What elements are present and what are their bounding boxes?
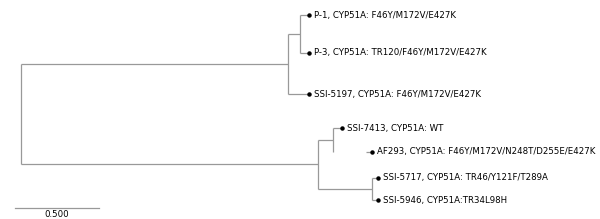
Text: 0.500: 0.500 [44, 210, 70, 219]
Text: SSI-5946, CYP51A:TR34L98H: SSI-5946, CYP51A:TR34L98H [383, 196, 507, 205]
Text: P-1, CYP51A: F46Y/M172V/E427K: P-1, CYP51A: F46Y/M172V/E427K [314, 11, 456, 20]
Text: AF293, CYP51A: F46Y/M172V/N248T/D255E/E427K: AF293, CYP51A: F46Y/M172V/N248T/D255E/E4… [377, 147, 595, 156]
Text: SSI-7413, CYP51A: WT: SSI-7413, CYP51A: WT [347, 124, 443, 133]
Text: P-3, CYP51A: TR120/F46Y/M172V/E427K: P-3, CYP51A: TR120/F46Y/M172V/E427K [314, 48, 487, 57]
Text: SSI-5717, CYP51A: TR46/Y121F/T289A: SSI-5717, CYP51A: TR46/Y121F/T289A [383, 173, 548, 182]
Text: SSI-5197, CYP51A: F46Y/M172V/E427K: SSI-5197, CYP51A: F46Y/M172V/E427K [314, 90, 481, 99]
